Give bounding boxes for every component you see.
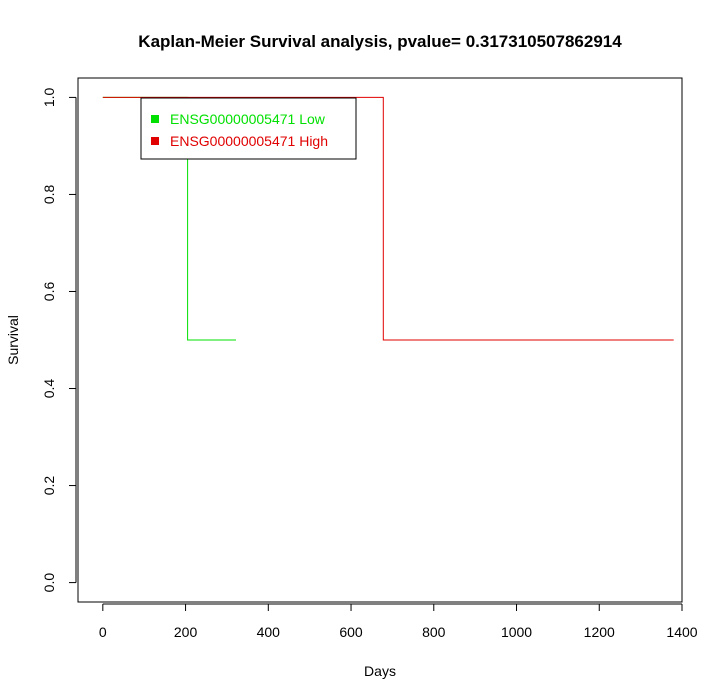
y-axis-label: Survival xyxy=(5,315,21,365)
y-tick-label: 0.6 xyxy=(41,282,57,302)
y-tick-label: 0.4 xyxy=(41,379,57,399)
x-tick-label: 400 xyxy=(257,624,281,640)
y-tick-label: 0.0 xyxy=(41,573,57,593)
x-tick-label: 600 xyxy=(339,624,363,640)
x-tick-label: 1000 xyxy=(501,624,532,640)
x-tick-label: 1200 xyxy=(584,624,615,640)
legend-label: ENSG00000005471 High xyxy=(170,133,328,149)
series-layer xyxy=(102,96,674,341)
legend-swatch xyxy=(151,137,159,145)
x-axis-label: Days xyxy=(364,663,396,679)
x-tick-label: 1400 xyxy=(666,624,697,640)
y-tick-label: 0.2 xyxy=(41,476,57,496)
x-tick-label: 0 xyxy=(99,624,107,640)
legend-swatch xyxy=(151,115,159,123)
legend-label: ENSG00000005471 Low xyxy=(170,111,326,127)
x-axis: 0 200 400 600 800 1000 1200 1400 xyxy=(99,603,698,640)
legend: ENSG00000005471 Low ENSG00000005471 High xyxy=(140,97,357,160)
y-tick-label: 1.0 xyxy=(41,87,57,107)
x-tick-label: 200 xyxy=(174,624,198,640)
plot-frame xyxy=(77,77,683,603)
y-tick-label: 0.8 xyxy=(41,185,57,205)
x-tick-label: 800 xyxy=(422,624,446,640)
series-line-high xyxy=(102,96,674,341)
legend-box xyxy=(140,97,357,160)
chart-title: Kaplan-Meier Survival analysis, pvalue= … xyxy=(138,32,622,51)
y-axis: 0.0 0.2 0.4 0.6 0.8 1.0 xyxy=(41,87,77,593)
